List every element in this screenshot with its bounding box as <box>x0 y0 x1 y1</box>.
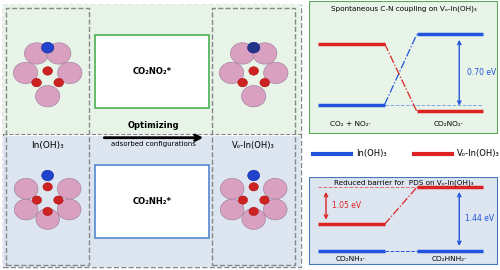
Circle shape <box>238 78 248 87</box>
Circle shape <box>36 208 60 230</box>
Circle shape <box>248 170 260 181</box>
Circle shape <box>248 42 260 53</box>
Text: Vₒ-In(OH)₃: Vₒ-In(OH)₃ <box>232 141 275 150</box>
FancyBboxPatch shape <box>96 35 209 108</box>
Circle shape <box>58 178 81 199</box>
Text: Optimizing: Optimizing <box>128 121 180 130</box>
Circle shape <box>220 178 244 199</box>
Circle shape <box>242 86 266 107</box>
Circle shape <box>46 43 71 64</box>
Circle shape <box>14 178 38 199</box>
Circle shape <box>230 43 255 64</box>
FancyBboxPatch shape <box>96 165 209 238</box>
Text: CO₂ + NO₂·: CO₂ + NO₂· <box>330 121 371 127</box>
Text: Vₒ-In(OH)₃: Vₒ-In(OH)₃ <box>457 149 500 158</box>
Text: In(OH)₃: In(OH)₃ <box>32 141 64 150</box>
Text: CO₂HNH₂·: CO₂HNH₂· <box>431 256 466 262</box>
Text: Reduced barrier for  PDS on Vₒ-In(OH)₃: Reduced barrier for PDS on Vₒ-In(OH)₃ <box>334 180 474 186</box>
Text: 1.44 eV: 1.44 eV <box>465 214 494 224</box>
Text: Spontaneous C-N coupling on Vₒ-In(OH)₃: Spontaneous C-N coupling on Vₒ-In(OH)₃ <box>330 5 476 12</box>
Circle shape <box>58 62 82 84</box>
Circle shape <box>264 62 288 84</box>
Circle shape <box>24 43 49 64</box>
Circle shape <box>238 196 248 204</box>
Circle shape <box>249 67 258 75</box>
Circle shape <box>42 170 54 181</box>
FancyBboxPatch shape <box>309 177 498 265</box>
Circle shape <box>43 183 52 191</box>
Circle shape <box>54 196 63 204</box>
Circle shape <box>58 199 81 220</box>
Circle shape <box>220 62 244 84</box>
Circle shape <box>220 199 244 220</box>
Circle shape <box>252 43 277 64</box>
Circle shape <box>32 78 42 87</box>
Circle shape <box>264 178 287 199</box>
Text: In(OH)₃: In(OH)₃ <box>356 149 387 158</box>
Circle shape <box>242 208 266 230</box>
Text: CO₂NH₂*: CO₂NH₂* <box>132 197 172 206</box>
FancyBboxPatch shape <box>309 1 498 134</box>
Text: 0.70 eV: 0.70 eV <box>467 68 496 77</box>
FancyBboxPatch shape <box>3 136 302 267</box>
FancyBboxPatch shape <box>3 5 302 134</box>
Circle shape <box>260 196 269 204</box>
Text: CO₂NO₂*: CO₂NO₂* <box>132 67 172 76</box>
FancyBboxPatch shape <box>3 5 302 267</box>
Circle shape <box>42 42 54 53</box>
Circle shape <box>36 86 60 107</box>
Circle shape <box>43 67 52 75</box>
Text: CO₂NO₂·: CO₂NO₂· <box>434 121 464 127</box>
Circle shape <box>43 207 52 215</box>
Circle shape <box>249 207 258 215</box>
Circle shape <box>32 196 42 204</box>
Circle shape <box>249 183 258 191</box>
Circle shape <box>264 199 287 220</box>
Text: CO₂NH₃·: CO₂NH₃· <box>336 256 366 262</box>
Text: adsorbed configurations: adsorbed configurations <box>112 141 196 147</box>
Text: 1.05 eV: 1.05 eV <box>332 201 361 210</box>
Circle shape <box>14 62 38 84</box>
Circle shape <box>14 199 38 220</box>
Circle shape <box>260 78 270 87</box>
Circle shape <box>54 78 64 87</box>
